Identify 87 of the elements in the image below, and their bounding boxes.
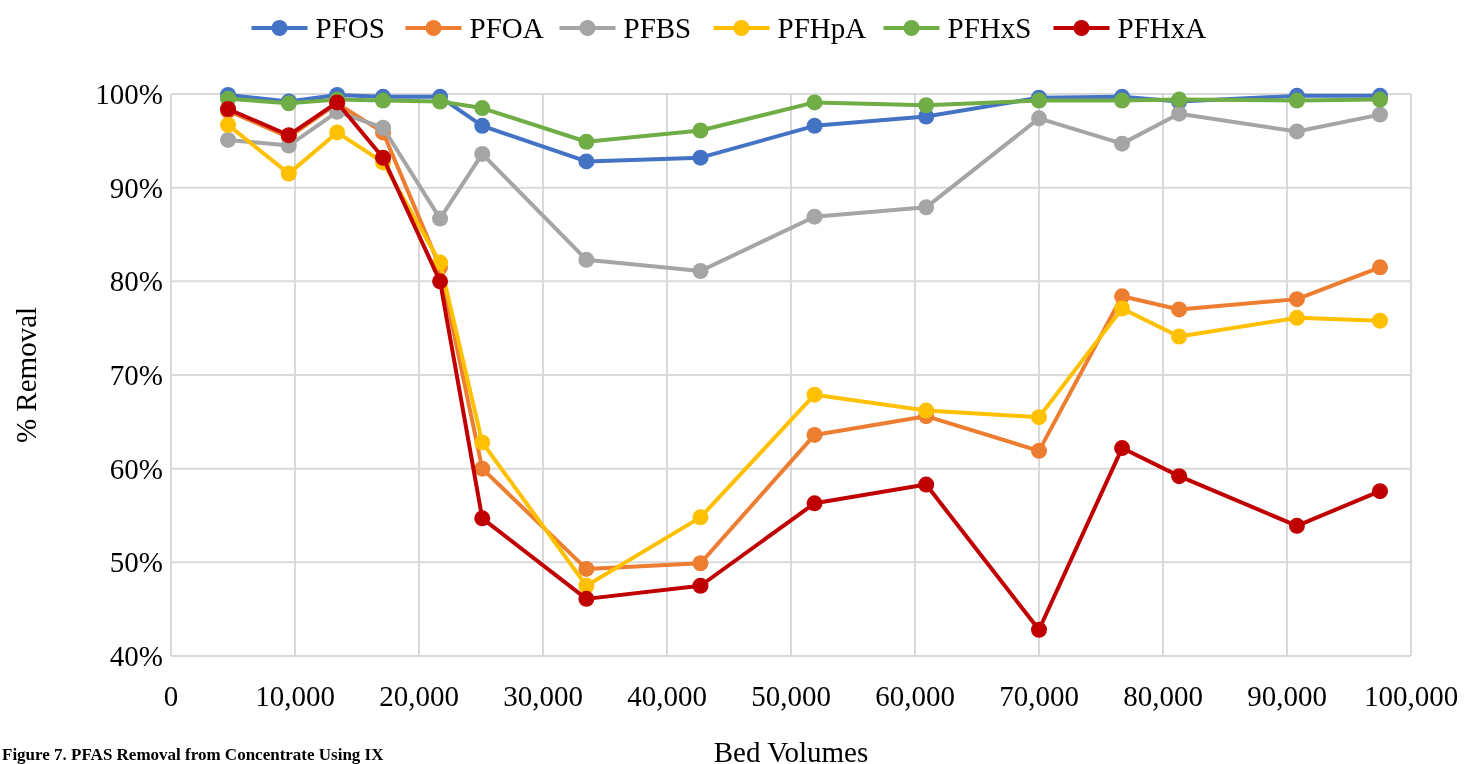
point — [1114, 135, 1131, 152]
point — [1114, 300, 1131, 317]
point — [474, 145, 491, 162]
point — [375, 119, 392, 136]
point — [578, 133, 595, 150]
point — [474, 510, 491, 527]
y-tick-label: 80% — [109, 265, 163, 298]
point — [1031, 409, 1047, 426]
point — [806, 208, 823, 225]
legend-label: PFBS — [623, 12, 692, 45]
point — [220, 116, 237, 133]
point — [578, 251, 595, 268]
point — [918, 402, 935, 419]
y-tick-label: 70% — [109, 359, 163, 392]
y-tick-label: 60% — [109, 452, 163, 485]
point — [1288, 123, 1305, 140]
point — [692, 263, 709, 280]
point — [692, 509, 709, 526]
point — [1114, 440, 1131, 457]
point — [692, 577, 709, 594]
x-tick-label: 80,000 — [1123, 680, 1203, 712]
legend-label: PFOA — [469, 12, 544, 45]
x-tick-label: 50,000 — [751, 680, 831, 712]
point — [1171, 468, 1188, 485]
point — [806, 386, 823, 403]
x-tick-label: 10,000 — [255, 680, 335, 712]
x-tick-label: 20,000 — [379, 680, 459, 712]
point — [806, 117, 823, 134]
point — [1372, 483, 1388, 500]
point — [474, 460, 491, 477]
x-tick-label: 100,000 — [1363, 680, 1459, 712]
point — [806, 495, 823, 512]
point — [375, 149, 392, 166]
legend-label: PFHpA — [777, 12, 867, 45]
point — [1171, 301, 1188, 318]
point — [1288, 517, 1305, 534]
point — [329, 124, 346, 141]
y-tick-label: 50% — [109, 546, 163, 579]
point — [432, 210, 449, 227]
caption: Figure 7. PFAS Removal from Concentrate Using IX — [2, 745, 385, 764]
point — [578, 590, 595, 607]
point — [432, 273, 449, 290]
point — [1288, 92, 1305, 109]
point — [1372, 91, 1388, 108]
legend-label: PFHxS — [947, 12, 1032, 45]
point — [1372, 259, 1388, 276]
point — [432, 254, 449, 271]
point — [692, 122, 709, 139]
point — [280, 165, 297, 182]
x-axis-title: Bed Volumes — [713, 736, 869, 764]
point — [432, 93, 449, 110]
x-tick-label: 40,000 — [627, 680, 707, 712]
point — [1288, 309, 1305, 326]
point — [806, 426, 823, 443]
point — [1031, 110, 1047, 127]
point — [1171, 105, 1188, 122]
point — [578, 153, 595, 170]
x-tick-label: 70,000 — [999, 680, 1079, 712]
point — [692, 555, 709, 572]
y-tick-label: 90% — [109, 171, 163, 204]
point — [1031, 442, 1047, 459]
y-tick-label: 40% — [109, 640, 163, 673]
point — [375, 92, 392, 109]
point — [918, 97, 935, 114]
point — [578, 560, 595, 577]
point — [1372, 106, 1388, 123]
point — [918, 476, 935, 493]
point — [918, 199, 935, 216]
point — [1288, 291, 1305, 308]
legend-label: PFOS — [315, 12, 385, 45]
y-tick-label: 100% — [95, 78, 163, 111]
x-tick-label: 30,000 — [503, 680, 583, 712]
point — [1114, 92, 1131, 109]
point — [692, 149, 709, 166]
point — [474, 434, 491, 451]
y-axis-title: % Removal — [10, 306, 42, 444]
point — [806, 94, 823, 111]
point — [1031, 621, 1047, 638]
point — [1171, 328, 1188, 345]
x-tick-label: 60,000 — [875, 680, 955, 712]
x-tick-label: 0 — [163, 680, 179, 712]
x-tick-label: 90,000 — [1247, 680, 1327, 712]
point — [1372, 312, 1388, 329]
point — [474, 117, 491, 134]
point — [474, 100, 491, 117]
point — [220, 131, 237, 148]
legend-label: PFHxA — [1117, 12, 1207, 45]
